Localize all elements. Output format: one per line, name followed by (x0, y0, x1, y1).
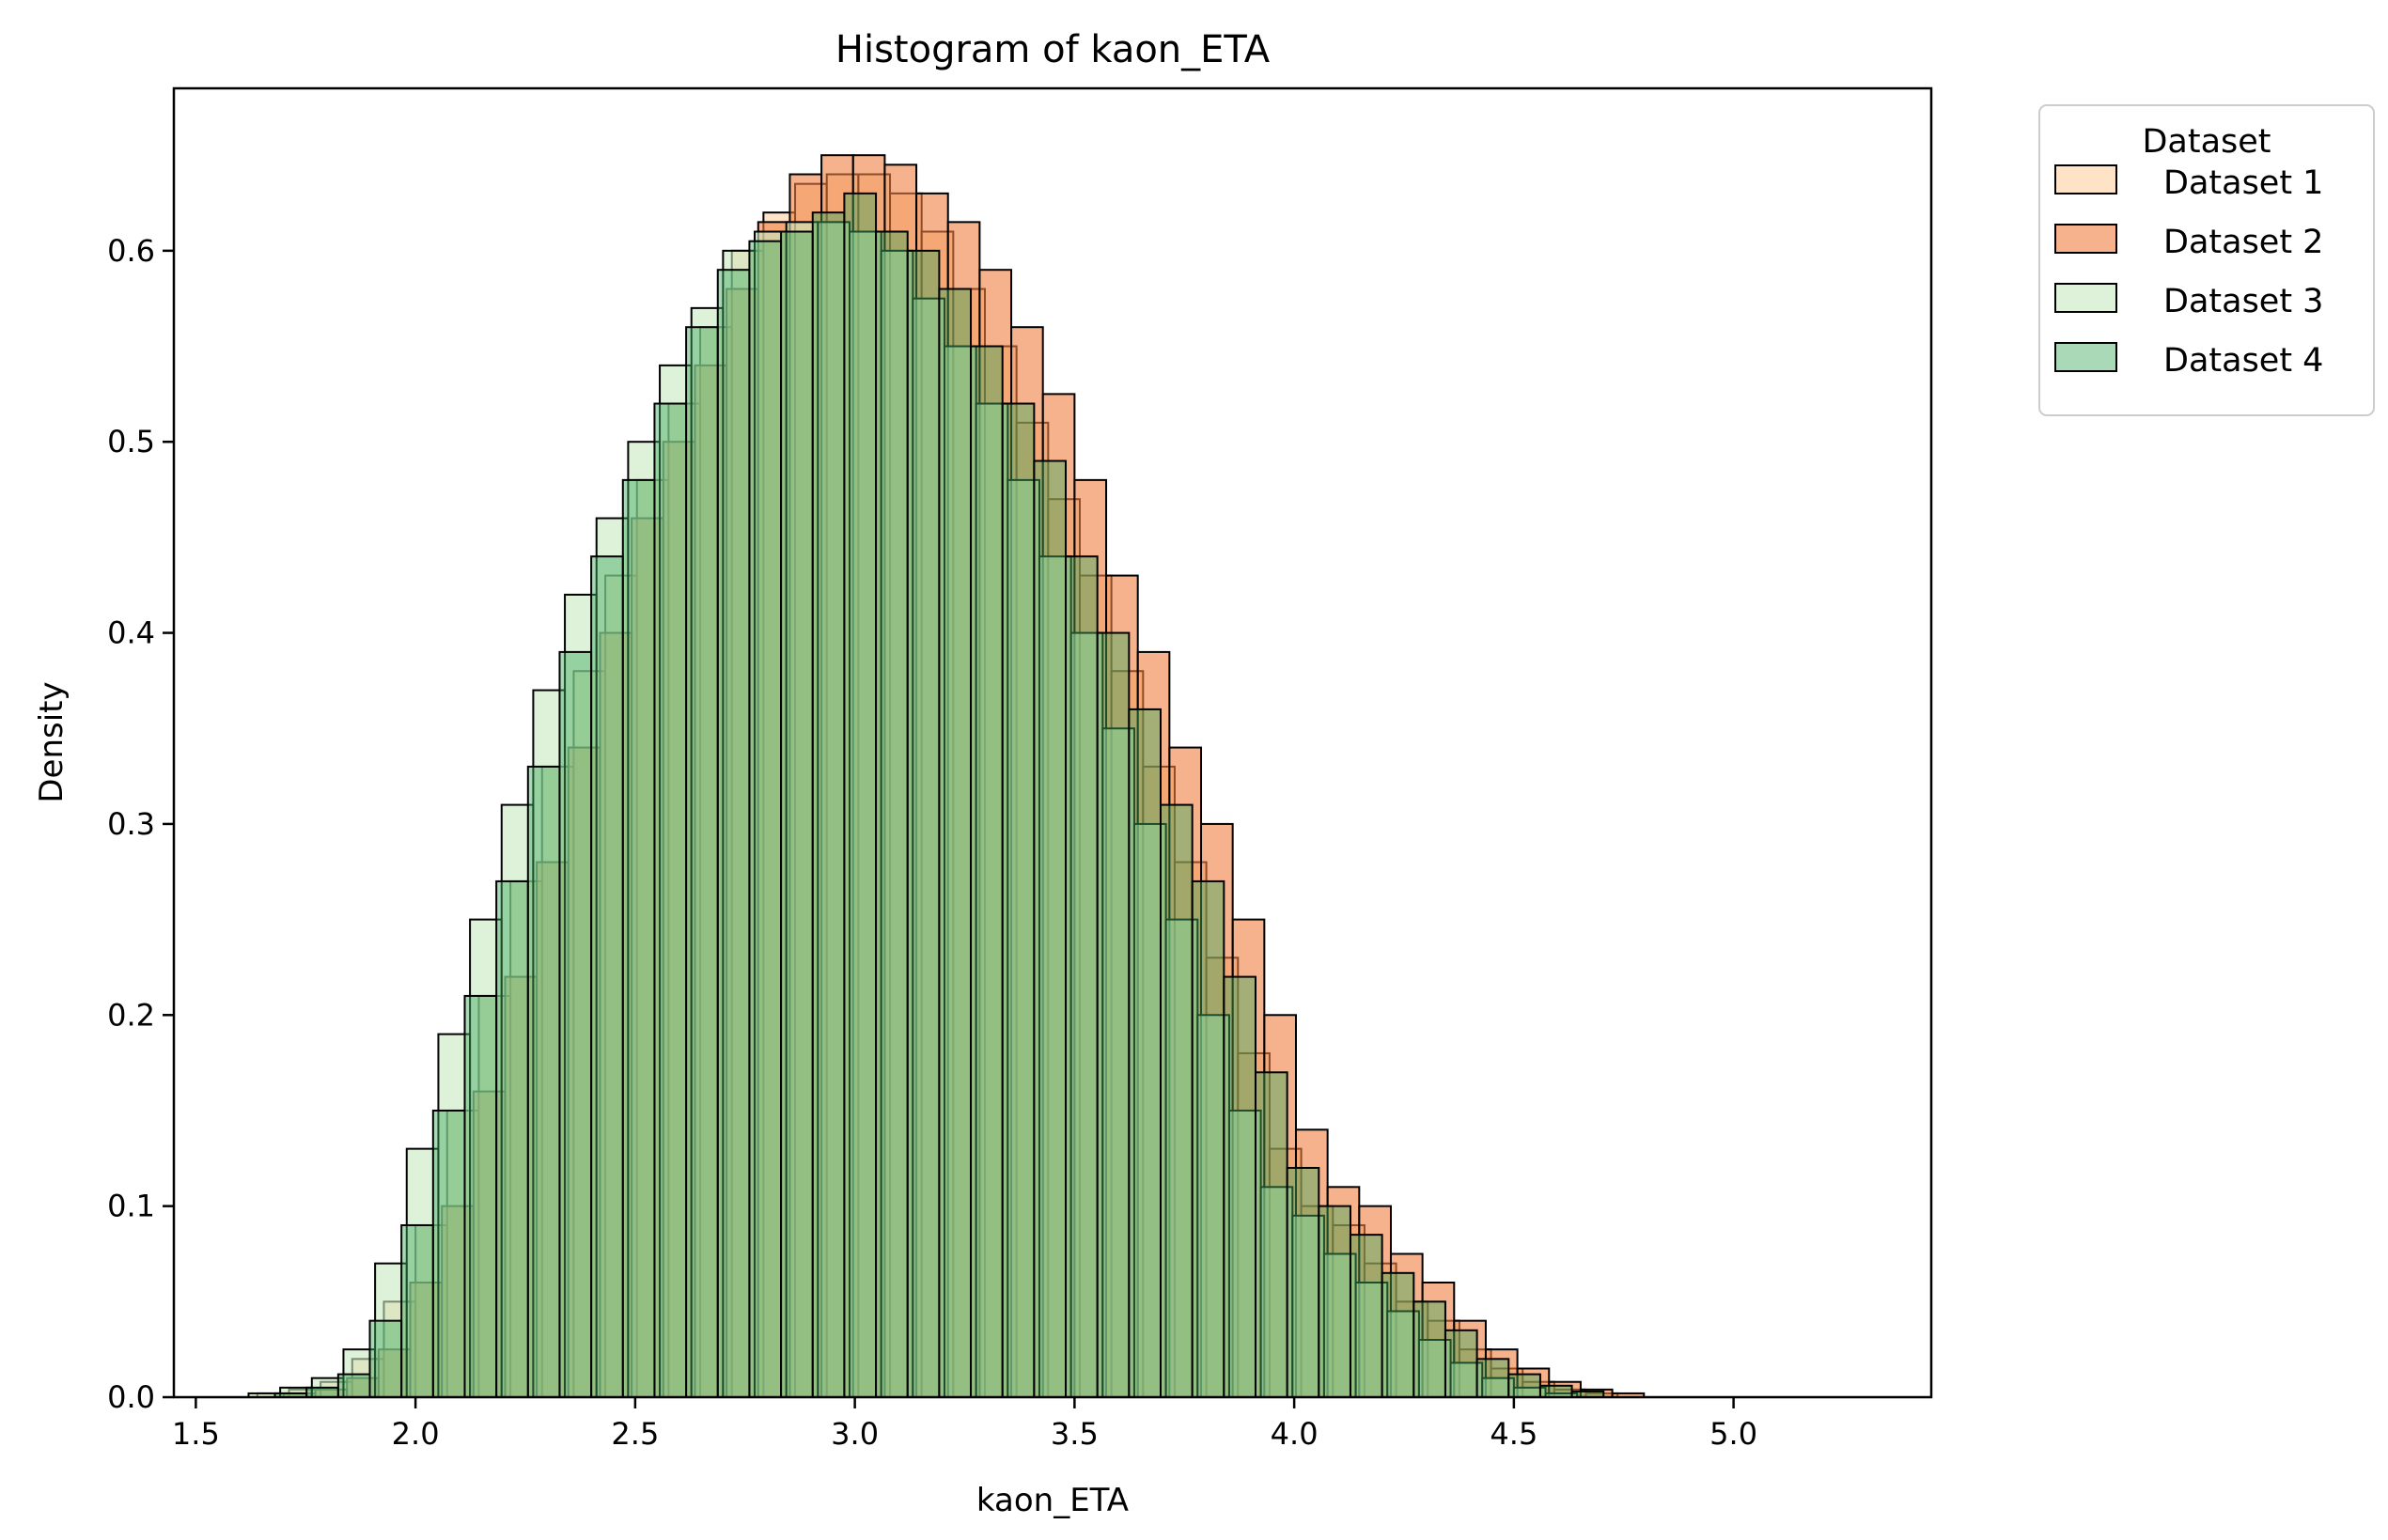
legend-items: Dataset 1 Dataset 2 Dataset 3 Dataset 4 (2054, 164, 2323, 380)
bar (1033, 459, 1068, 1398)
bar (1475, 1358, 1510, 1398)
legend-frame (2038, 104, 2375, 416)
x-tick-label: 2.0 (392, 1416, 440, 1452)
bar (558, 650, 593, 1398)
legend-item: Dataset 1 (2054, 164, 2323, 202)
plot-frame (172, 86, 1933, 1399)
legend-title: Dataset (2142, 123, 2271, 161)
legend-item: Dataset 4 (2054, 342, 2323, 380)
bar (1444, 1329, 1478, 1398)
bar (1065, 555, 1099, 1398)
bar (621, 478, 656, 1398)
legend-label: Dataset 1 (2163, 164, 2323, 202)
bar (1223, 975, 1256, 1398)
bar (716, 269, 751, 1399)
y-tick-label: 0.6 (107, 233, 155, 269)
bar (906, 249, 941, 1399)
series-4-bars (273, 192, 1605, 1399)
bar (1191, 879, 1225, 1398)
bar (1254, 1071, 1288, 1399)
bar (1349, 1234, 1383, 1399)
y-tick-label: 0.1 (107, 1189, 155, 1224)
x-tick-label: 4.0 (1271, 1416, 1319, 1452)
legend-swatch (2054, 164, 2117, 194)
bar (653, 402, 688, 1398)
bar (1318, 1205, 1351, 1399)
bar (748, 240, 783, 1399)
bar (811, 211, 846, 1398)
bar (1001, 402, 1036, 1398)
bar (431, 1109, 466, 1398)
bar (526, 765, 561, 1398)
bar (336, 1373, 371, 1398)
bar (780, 230, 814, 1398)
bar (685, 326, 719, 1399)
x-tick-label: 4.5 (1490, 1416, 1537, 1452)
bar (1160, 803, 1194, 1398)
bar (1507, 1373, 1541, 1398)
x-tick-label: 2.5 (611, 1416, 659, 1452)
x-axis-label: kaon_ETA (976, 1482, 1129, 1519)
bar (1538, 1384, 1573, 1399)
bar (1381, 1271, 1415, 1398)
bar (1128, 708, 1162, 1398)
bar (1413, 1300, 1446, 1398)
bar (938, 288, 973, 1398)
y-tick-label: 0.5 (107, 424, 155, 459)
y-axis-label: Density (33, 681, 70, 802)
y-tick-label: 0.3 (107, 806, 155, 842)
bar (400, 1223, 434, 1398)
legend-swatch (2054, 342, 2117, 372)
legend-label: Dataset 2 (2163, 224, 2323, 261)
bar (970, 345, 1004, 1398)
x-tick-label: 1.5 (172, 1416, 220, 1452)
x-tick-label: 3.5 (1051, 1416, 1099, 1452)
bar (843, 192, 878, 1399)
x-axis-ticks: 1.5 2.0 2.5 3.0 3.5 4.0 4.5 5.0 (172, 1397, 1757, 1452)
legend-label: Dataset 4 (2163, 342, 2323, 380)
x-tick-label: 5.0 (1709, 1416, 1757, 1452)
bar (875, 230, 909, 1398)
bar (495, 879, 529, 1398)
chart-title: Histogram of kaon_ETA (835, 28, 1271, 71)
bar (1096, 631, 1131, 1398)
legend-swatch (2054, 283, 2117, 313)
bar (305, 1386, 339, 1398)
legend-label: Dataset 3 (2163, 283, 2323, 320)
bar (463, 994, 498, 1398)
y-axis-ticks: 0.0 0.1 0.2 0.3 0.4 0.5 0.6 (107, 233, 174, 1415)
y-tick-label: 0.4 (107, 615, 155, 651)
bar (1286, 1166, 1320, 1398)
bar (590, 555, 624, 1398)
y-tick-label: 0.2 (107, 997, 155, 1033)
bar (368, 1319, 403, 1399)
x-tick-label: 3.0 (831, 1416, 879, 1452)
legend-swatch (2054, 224, 2117, 254)
legend-item: Dataset 3 (2054, 283, 2323, 320)
legend-item: Dataset 2 (2054, 224, 2323, 261)
y-tick-label: 0.0 (107, 1379, 155, 1415)
